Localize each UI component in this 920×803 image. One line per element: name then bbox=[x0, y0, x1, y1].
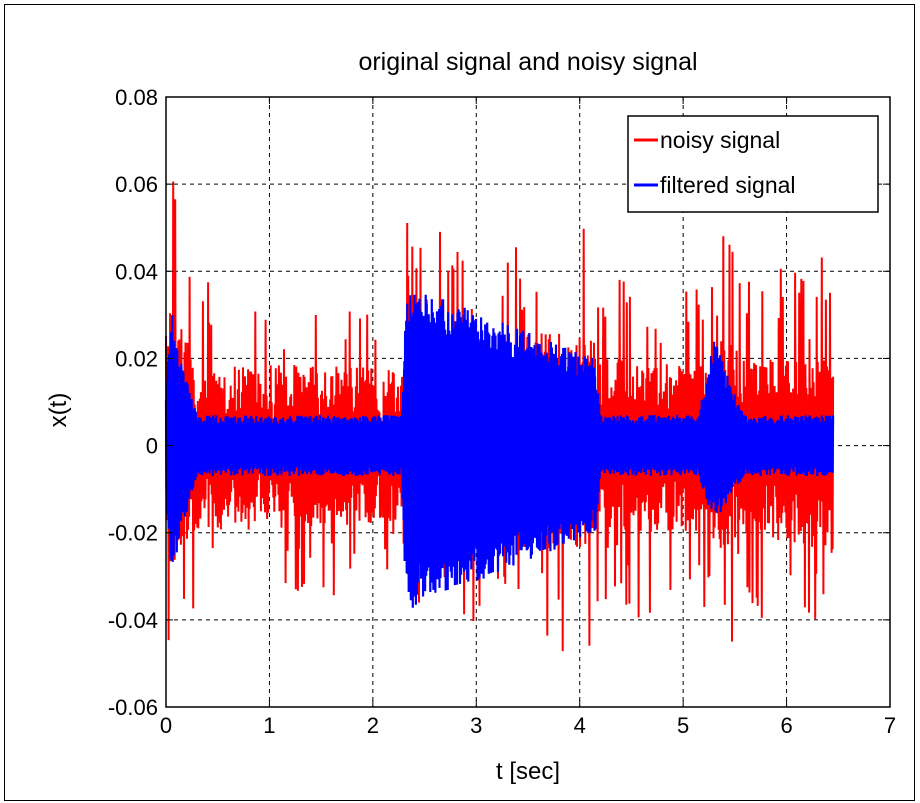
y-axis-label: x(t) bbox=[45, 393, 72, 428]
y-tick-label: 0.08 bbox=[115, 85, 158, 110]
x-tick-label: 1 bbox=[263, 713, 275, 738]
legend-label-filtered: filtered signal bbox=[660, 172, 796, 198]
legend: noisy signal filtered signal bbox=[627, 115, 879, 213]
y-tick-label: 0.06 bbox=[115, 172, 158, 197]
x-axis-label: t [sec] bbox=[496, 758, 560, 785]
y-tick-label: 0 bbox=[146, 434, 158, 459]
x-tick-label: 3 bbox=[470, 713, 482, 738]
series-layer bbox=[164, 181, 835, 652]
legend-box bbox=[627, 115, 879, 213]
series-filtered-signal bbox=[164, 294, 835, 608]
ticks: 0 1 2 3 4 5 6 7 -0.06 -0.04 -0.02 0 0.02 0.04 0.06 0.08 bbox=[108, 85, 896, 738]
y-tick-label: -0.02 bbox=[108, 521, 158, 546]
y-tick-label: -0.06 bbox=[108, 695, 158, 720]
chart-title: original signal and noisy signal bbox=[358, 48, 697, 76]
x-tick-label: 5 bbox=[677, 713, 689, 738]
axes-box bbox=[165, 96, 891, 708]
x-tick-label: 0 bbox=[160, 713, 172, 738]
y-tick-label: 0.02 bbox=[115, 346, 158, 371]
y-tick-label: -0.04 bbox=[108, 608, 158, 633]
x-tick-label: 2 bbox=[367, 713, 379, 738]
x-tick-label: 6 bbox=[780, 713, 792, 738]
y-tick-label: 0.04 bbox=[115, 259, 158, 284]
x-tick-label: 4 bbox=[574, 713, 586, 738]
legend-label-noisy: noisy signal bbox=[660, 127, 780, 153]
x-tick-label: 7 bbox=[884, 713, 896, 738]
